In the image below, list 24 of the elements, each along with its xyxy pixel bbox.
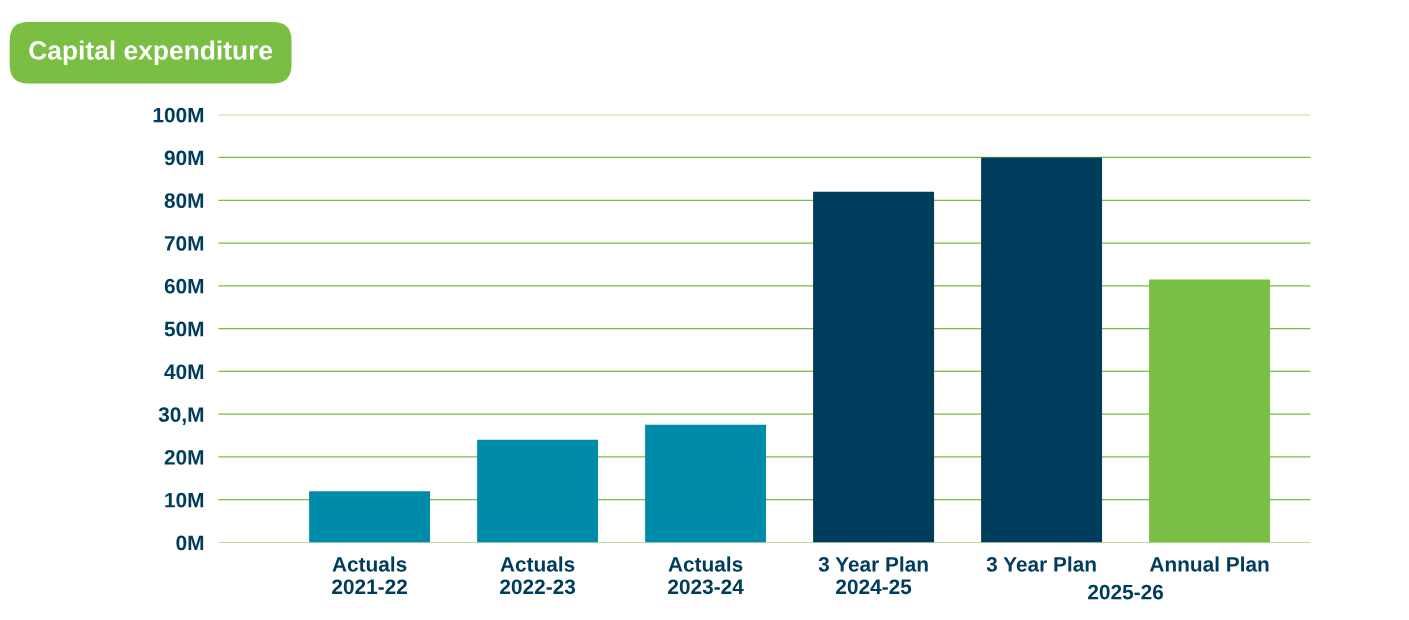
bar [645, 424, 767, 543]
x-tick-label: 3 Year Plan 2024-25 [818, 556, 928, 595]
x-tick-label: 3 Year Plan [986, 556, 1096, 572]
bar [477, 439, 599, 543]
y-tick-label: 90M [164, 150, 204, 166]
x-tick-label: Actuals 2021-22 [332, 556, 407, 595]
y-tick-label: 0M [176, 535, 204, 551]
bar [813, 191, 935, 543]
y-tick-label: 40M [164, 364, 204, 380]
y-tick-label: 30,M [158, 407, 204, 425]
bar [981, 157, 1103, 543]
x-tick-label: Actuals 2022-23 [500, 556, 576, 595]
x-tick-label: Annual Plan [1149, 556, 1269, 572]
y-tick-label: 50M [164, 321, 204, 337]
y-tick-label: 70M [164, 236, 204, 251]
bar [309, 491, 431, 543]
y-tick-label: 10M [165, 492, 204, 508]
x-tick-label: Actuals 2023-24 [668, 556, 744, 595]
y-tick-label: 100M [153, 107, 204, 123]
y-tick-label: 80M [164, 193, 204, 209]
text: 2025-26 [1088, 584, 1164, 600]
chart-title: Capital expenditure [29, 40, 273, 65]
y-tick-label: 20M [164, 449, 204, 465]
y-tick-label: 60M [164, 278, 204, 294]
